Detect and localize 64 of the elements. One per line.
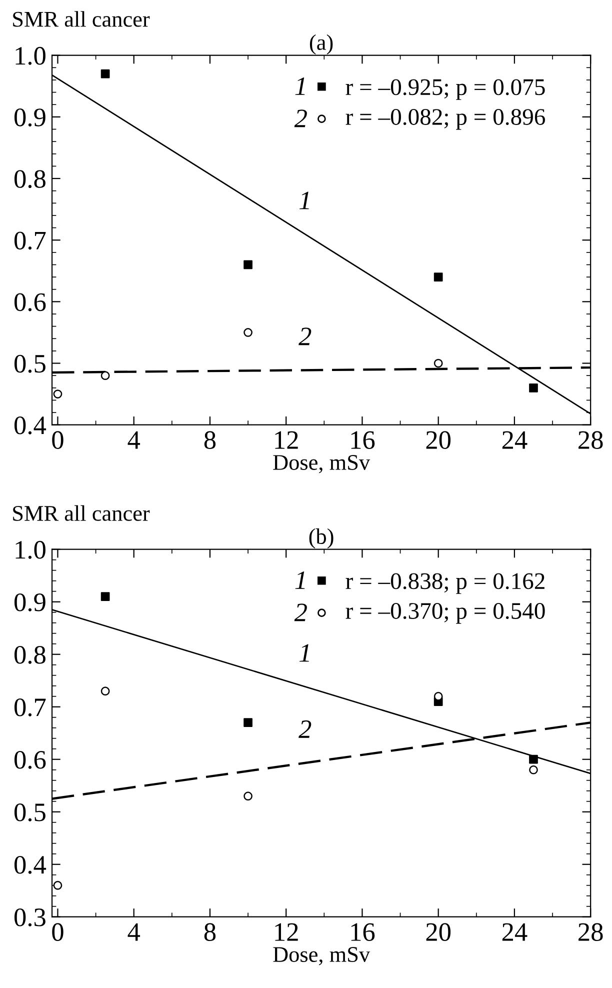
x-axis-title: Dose, mSv xyxy=(273,455,370,474)
x-tick-label: 0 xyxy=(52,431,64,449)
y-axis-title: SMR all cancer xyxy=(13,505,150,521)
x-tick-label: 20 xyxy=(426,431,451,449)
y-tick-label: 0.9 xyxy=(14,108,46,126)
x-tick-label: 8 xyxy=(204,431,216,449)
point xyxy=(100,371,110,380)
annotation: 1 xyxy=(299,192,309,210)
point xyxy=(244,328,252,337)
point xyxy=(434,272,443,282)
point xyxy=(100,592,110,602)
chart-title: (b) xyxy=(309,528,334,549)
x-tick-label: 12 xyxy=(275,431,298,449)
annotation: 2 xyxy=(298,328,312,346)
x-tick-label: 0 xyxy=(52,923,64,941)
annotation: r = –0.370; p = 0.540 xyxy=(346,603,545,624)
y-tick-label: 0.6 xyxy=(14,293,46,312)
point xyxy=(100,686,110,696)
x-tick-label: 20 xyxy=(426,923,451,941)
x-tick-label: 4 xyxy=(128,923,140,941)
y-tick-label: 0.6 xyxy=(14,750,46,769)
y-axis-title: SMR all cancer xyxy=(13,11,150,27)
y-tick-label: 0.9 xyxy=(14,593,46,612)
point xyxy=(244,260,252,270)
annotation: 2 xyxy=(298,720,312,738)
y-tick-label: 0.3 xyxy=(14,908,46,926)
point xyxy=(53,880,62,890)
y-tick-label: 0.7 xyxy=(14,698,46,716)
y-tick-label: 1.0 xyxy=(16,46,46,65)
annotation: r = –0.925; p = 0.075 xyxy=(346,79,545,100)
x-tick-label: 28 xyxy=(578,923,603,941)
x-tick-label: 16 xyxy=(351,431,375,449)
y-tick-label: 0.4 xyxy=(14,416,46,434)
annotation: r = –0.838; p = 0.162 xyxy=(346,573,544,594)
chart-title: (a) xyxy=(310,34,333,55)
annotation: 1 xyxy=(299,644,309,662)
x-tick-label: 12 xyxy=(275,923,298,941)
point xyxy=(244,718,252,728)
y-tick-label: 0.5 xyxy=(14,803,46,822)
legend-label: 1 xyxy=(295,571,305,589)
y-tick-label: 0.7 xyxy=(14,232,46,250)
x-tick-label: 16 xyxy=(351,923,375,941)
point xyxy=(100,69,110,78)
y-tick-label: 0.8 xyxy=(14,646,46,664)
legend-label: 2 xyxy=(294,604,307,622)
point xyxy=(244,792,252,801)
legend-label: 1 xyxy=(295,77,305,95)
x-tick-label: 24 xyxy=(502,431,528,449)
point xyxy=(53,390,62,398)
x-tick-label: 28 xyxy=(578,431,603,449)
point xyxy=(434,358,443,368)
point xyxy=(529,383,538,392)
y-tick-label: 0.8 xyxy=(14,170,46,188)
legend-label: 2 xyxy=(294,110,307,128)
y-tick-label: 1.0 xyxy=(16,540,46,559)
x-tick-label: 24 xyxy=(502,923,528,941)
x-tick-label: 4 xyxy=(128,431,140,449)
x-axis-title: Dose, mSv xyxy=(273,947,370,966)
x-tick-label: 8 xyxy=(204,923,216,941)
y-tick-label: 0.4 xyxy=(14,856,46,874)
y-tick-label: 0.5 xyxy=(14,354,46,373)
point xyxy=(529,765,538,774)
point xyxy=(529,754,538,764)
annotation: r = –0.082; p = 0.896 xyxy=(346,109,546,130)
